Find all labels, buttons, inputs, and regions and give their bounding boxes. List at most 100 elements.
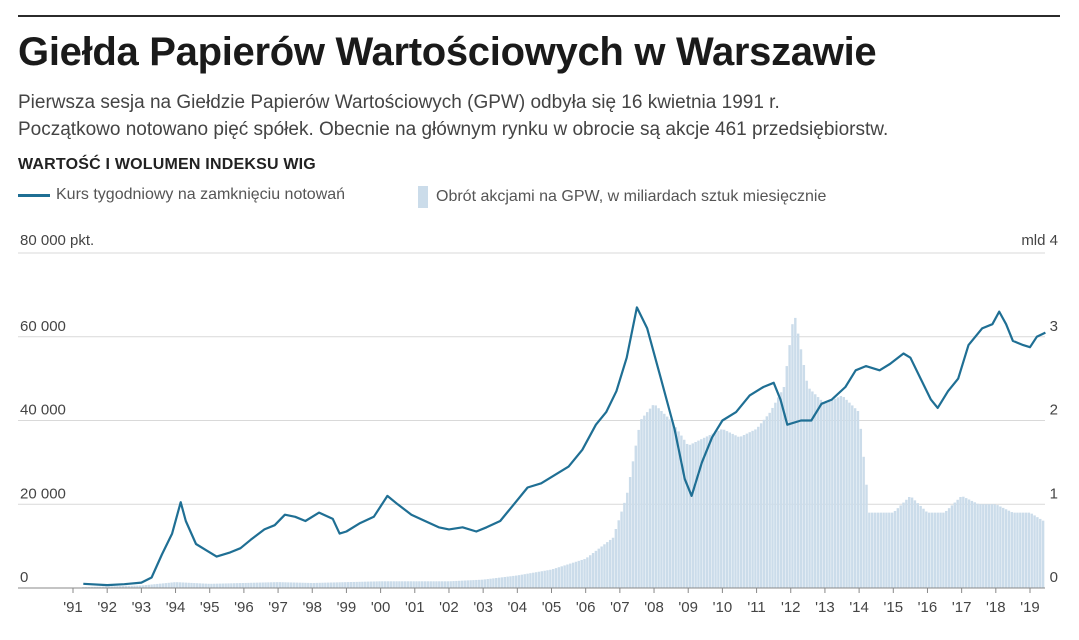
volume-bar bbox=[643, 415, 646, 588]
volume-bar bbox=[1013, 512, 1016, 588]
volume-bar bbox=[640, 419, 643, 588]
volume-bar bbox=[475, 579, 478, 588]
volume-bar bbox=[942, 512, 945, 588]
volume-bar bbox=[970, 500, 974, 588]
volume-bar bbox=[426, 581, 430, 588]
volume-bar bbox=[1010, 512, 1013, 588]
volume-bar bbox=[708, 435, 712, 588]
volume-bar bbox=[526, 573, 529, 588]
volume-bar bbox=[315, 582, 319, 588]
volume-bar bbox=[309, 582, 313, 588]
volume-bar bbox=[620, 511, 623, 588]
volume-bar bbox=[902, 502, 905, 588]
volume-bar bbox=[378, 581, 381, 588]
x-axis-tick-label: '03 bbox=[473, 599, 493, 616]
volume-bar bbox=[657, 408, 660, 588]
volume-bar bbox=[96, 586, 99, 588]
volume-bar bbox=[113, 586, 116, 588]
x-axis-tick-label: '16 bbox=[918, 599, 938, 616]
volume-bar bbox=[383, 581, 387, 588]
volume-bar bbox=[458, 580, 461, 588]
volume-bar bbox=[99, 586, 102, 588]
volume-bar bbox=[742, 435, 746, 588]
volume-bar bbox=[198, 583, 202, 588]
chart-title: WARTOŚĆ I WOLUMEN INDEKSU WIG bbox=[18, 156, 316, 173]
x-axis-tick-label: '94 bbox=[166, 599, 186, 616]
volume-bar bbox=[469, 580, 472, 588]
legend-label-index: Kurs tygodniowy na zamknięciu notowań bbox=[56, 186, 346, 203]
volume-bar bbox=[372, 581, 375, 588]
x-axis-tick-label: '93 bbox=[132, 599, 152, 616]
volume-bar bbox=[495, 578, 498, 588]
volume-bar bbox=[195, 583, 199, 588]
volume-bar bbox=[859, 428, 863, 588]
volume-bar bbox=[181, 582, 185, 588]
volume-bar bbox=[87, 586, 91, 588]
volume-bar bbox=[255, 582, 259, 588]
volume-bar bbox=[549, 569, 552, 588]
volume-bar bbox=[452, 581, 455, 588]
volume-bar bbox=[235, 583, 239, 588]
volume-bar bbox=[956, 499, 959, 588]
volume-bar bbox=[119, 586, 122, 588]
volume-bar bbox=[1004, 509, 1008, 588]
volume-bar bbox=[962, 496, 965, 588]
x-axis-tick-label: '97 bbox=[268, 599, 288, 616]
volume-bar bbox=[888, 512, 891, 588]
volume-bar bbox=[1021, 512, 1025, 588]
volume-bar bbox=[648, 408, 652, 588]
volume-bar bbox=[147, 584, 150, 588]
x-axis-tick-label: '13 bbox=[815, 599, 835, 616]
volume-bar bbox=[722, 429, 726, 588]
volume-bar bbox=[848, 402, 851, 588]
left-axis-tick-label: 0 bbox=[20, 569, 28, 586]
volume-bar bbox=[514, 575, 518, 588]
volume-bar bbox=[910, 497, 914, 588]
volume-bar bbox=[560, 566, 563, 588]
volume-bar bbox=[187, 582, 190, 588]
x-axis-tick-label: '14 bbox=[849, 599, 869, 616]
volume-bar bbox=[261, 582, 264, 588]
volume-bar bbox=[745, 433, 749, 588]
x-axis-tick-label: '07 bbox=[610, 599, 630, 616]
volume-bar bbox=[403, 581, 407, 588]
volume-bar bbox=[896, 508, 900, 588]
volume-bar bbox=[779, 392, 783, 588]
volume-bar bbox=[415, 581, 418, 588]
volume-bar bbox=[338, 582, 341, 588]
volume-bar bbox=[141, 585, 145, 588]
volume-bar bbox=[785, 366, 788, 588]
volume-bar bbox=[398, 581, 401, 588]
volume-bar bbox=[811, 391, 814, 588]
right-axis-tick-label: 2 bbox=[1050, 402, 1058, 419]
volume-bar bbox=[851, 405, 854, 588]
volume-bar bbox=[238, 583, 242, 588]
x-axis-tick-label: '98 bbox=[302, 599, 322, 616]
volume-bar bbox=[908, 496, 911, 588]
volume-bar bbox=[551, 569, 555, 588]
volume-bar bbox=[349, 582, 353, 588]
volume-bar bbox=[440, 581, 444, 588]
volume-bar bbox=[392, 581, 395, 588]
volume-bar bbox=[833, 398, 837, 588]
volume-bar bbox=[432, 581, 435, 588]
volume-bar bbox=[295, 582, 299, 588]
left-axis-tick-label: 60 000 bbox=[20, 318, 66, 335]
x-axis-tick-label: '19 bbox=[1020, 599, 1040, 616]
volume-bar bbox=[537, 571, 541, 588]
volume-bar bbox=[566, 564, 569, 588]
x-axis-tick-label: '10 bbox=[713, 599, 733, 616]
volume-bar bbox=[976, 503, 979, 588]
volume-bar bbox=[278, 582, 281, 588]
volume-bar bbox=[409, 581, 413, 588]
volume-bar bbox=[366, 581, 370, 588]
volume-bar bbox=[438, 581, 441, 588]
x-axis-tick-label: '96 bbox=[234, 599, 254, 616]
volume-bar bbox=[252, 582, 256, 588]
volume-bar bbox=[232, 583, 236, 588]
volume-bar bbox=[127, 585, 131, 588]
volume-bar bbox=[825, 402, 828, 588]
volume-bar bbox=[734, 435, 737, 588]
volume-bar bbox=[1019, 512, 1022, 588]
